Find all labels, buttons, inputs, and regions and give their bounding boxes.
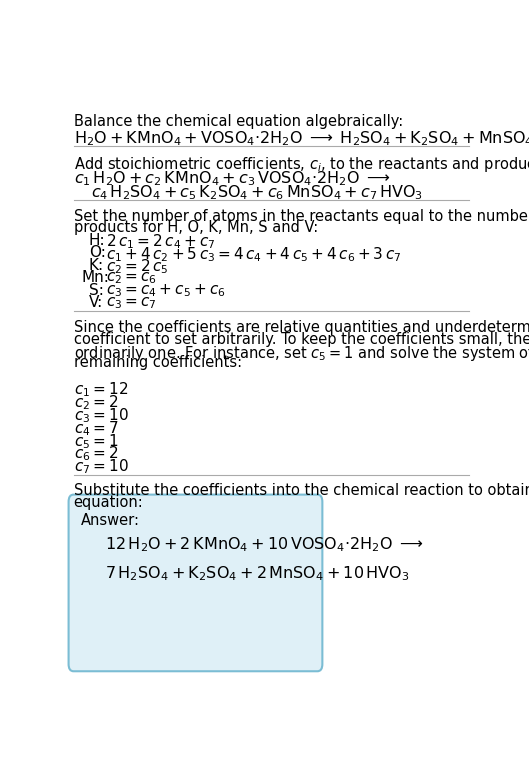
Text: Answer:: Answer: (80, 513, 140, 528)
Text: $\mathrm{H_2O + KMnO_4 + VOSO_4{\cdot}2H_2O} \;\longrightarrow\; \mathrm{H_2SO_4: $\mathrm{H_2O + KMnO_4 + VOSO_4{\cdot}2H… (74, 129, 529, 147)
Text: remaining coefficients:: remaining coefficients: (74, 355, 242, 370)
Text: $c_4 = 7$: $c_4 = 7$ (74, 419, 118, 438)
Text: $c_1 + 4\,c_2 + 5\,c_3 = 4\,c_4 + 4\,c_5 + 4\,c_6 + 3\,c_7$: $c_1 + 4\,c_2 + 5\,c_3 = 4\,c_4 + 4\,c_5… (106, 245, 402, 264)
Text: H:: H: (89, 232, 105, 248)
Text: $7\,\mathrm{H_2SO_4} + \mathrm{K_2SO_4} + 2\,\mathrm{MnSO_4} + 10\,\mathrm{HVO_3: $7\,\mathrm{H_2SO_4} + \mathrm{K_2SO_4} … (105, 564, 410, 583)
Text: Substitute the coefficients into the chemical reaction to obtain the balanced: Substitute the coefficients into the che… (74, 484, 529, 498)
Text: Set the number of atoms in the reactants equal to the number of atoms in the: Set the number of atoms in the reactants… (74, 208, 529, 224)
Text: $c_1\,\mathrm{H_2O} + c_2\,\mathrm{KMnO_4} + c_3\,\mathrm{VOSO_4{\cdot}2H_2O} \;: $c_1\,\mathrm{H_2O} + c_2\,\mathrm{KMnO_… (74, 170, 390, 188)
Text: K:: K: (89, 258, 104, 273)
Text: Balance the chemical equation algebraically:: Balance the chemical equation algebraica… (74, 114, 403, 129)
Text: $c_2 = 2$: $c_2 = 2$ (74, 394, 118, 412)
Text: $c_3 = 10$: $c_3 = 10$ (74, 406, 128, 425)
Text: Since the coefficients are relative quantities and underdetermined, choose a: Since the coefficients are relative quan… (74, 320, 529, 336)
Text: $c_3 = c_7$: $c_3 = c_7$ (106, 295, 157, 311)
Text: $2\,c_1 = 2\,c_4 + c_7$: $2\,c_1 = 2\,c_4 + c_7$ (106, 232, 215, 251)
Text: products for H, O, K, Mn, S and V:: products for H, O, K, Mn, S and V: (74, 220, 318, 235)
Text: Add stoichiometric coefficients, $c_i$, to the reactants and products:: Add stoichiometric coefficients, $c_i$, … (74, 155, 529, 174)
Text: S:: S: (89, 283, 104, 298)
Text: $c_7 = 10$: $c_7 = 10$ (74, 457, 128, 477)
Text: ordinarily one. For instance, set $c_5 = 1$ and solve the system of equations fo: ordinarily one. For instance, set $c_5 =… (74, 343, 529, 363)
FancyBboxPatch shape (69, 494, 322, 671)
Text: equation:: equation: (74, 495, 143, 510)
Text: coefficient to set arbitrarily. To keep the coefficients small, the arbitrary va: coefficient to set arbitrarily. To keep … (74, 332, 529, 347)
Text: V:: V: (89, 295, 103, 310)
Text: $c_3 = c_4 + c_5 + c_6$: $c_3 = c_4 + c_5 + c_6$ (106, 283, 225, 299)
Text: $12\,\mathrm{H_2O} + 2\,\mathrm{KMnO_4} + 10\,\mathrm{VOSO_4{\cdot}2H_2O} \;\lon: $12\,\mathrm{H_2O} + 2\,\mathrm{KMnO_4} … (105, 536, 423, 554)
Text: $c_2 = 2\,c_5$: $c_2 = 2\,c_5$ (106, 258, 169, 277)
Text: $c_4\,\mathrm{H_2SO_4} + c_5\,\mathrm{K_2SO_4} + c_6\,\mathrm{MnSO_4} + c_7\,\ma: $c_4\,\mathrm{H_2SO_4} + c_5\,\mathrm{K_… (91, 184, 423, 202)
Text: $c_6 = 2$: $c_6 = 2$ (74, 445, 118, 463)
Text: $c_5 = 1$: $c_5 = 1$ (74, 432, 118, 450)
Text: Mn:: Mn: (81, 270, 110, 285)
Text: O:: O: (89, 245, 106, 260)
Text: $c_2 = c_6$: $c_2 = c_6$ (106, 270, 157, 286)
Text: $c_1 = 12$: $c_1 = 12$ (74, 381, 127, 399)
